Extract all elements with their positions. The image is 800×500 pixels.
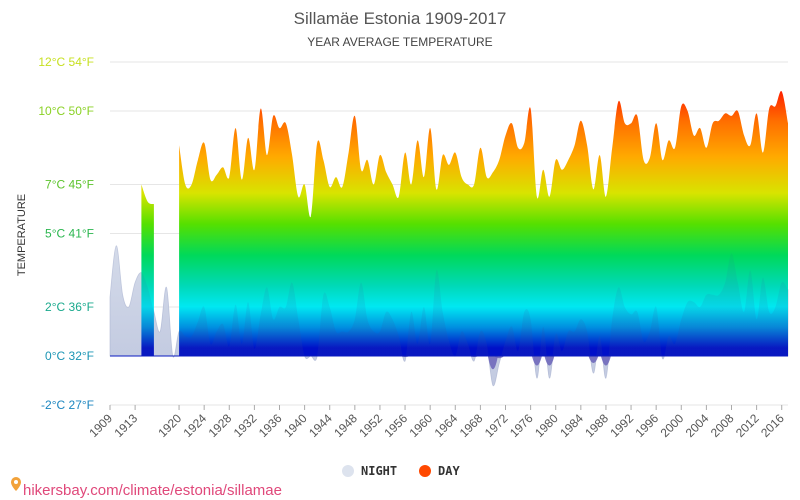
night-negative-dip	[544, 356, 555, 366]
night-negative-dip	[531, 356, 542, 366]
x-tick-label: 1940	[281, 411, 310, 440]
night-negative-dip	[487, 356, 498, 370]
chart-title: Sillamäe Estonia 1909-2017	[294, 9, 507, 28]
x-tick-label: 1948	[331, 411, 360, 440]
y-tick-label: 5°C 41°F	[45, 227, 94, 241]
x-tick-label: 1992	[607, 411, 636, 440]
y-tick-label: 10°C 50°F	[38, 104, 94, 118]
x-tick-label: 1909	[86, 411, 115, 440]
night-negative-dip	[588, 356, 599, 364]
x-tick-label: 1944	[306, 411, 335, 440]
source-credit[interactable]: hikersbay.com/climate/estonia/sillamae	[11, 477, 282, 499]
x-tick-label: 1988	[582, 411, 611, 440]
y-tick-label: 12°C 54°F	[38, 55, 94, 69]
legend-day-swatch	[419, 465, 431, 477]
day-area	[179, 91, 789, 357]
x-tick-label: 1952	[356, 411, 385, 440]
legend-night-label: NIGHT	[361, 464, 397, 478]
x-tick-label: 1964	[432, 411, 461, 440]
map-pin-dot	[14, 480, 18, 484]
night-negative-dip	[600, 356, 611, 366]
chart-subtitle: YEAR AVERAGE TEMPERATURE	[307, 35, 492, 49]
x-tick-label: 2008	[708, 411, 737, 440]
x-tick-label: 1996	[633, 411, 662, 440]
x-tick-label: 2000	[658, 411, 687, 440]
x-tick-label: 1913	[111, 411, 140, 440]
x-tick-label: 1932	[231, 411, 260, 440]
night-area	[110, 245, 788, 386]
x-tick-label: 1956	[381, 411, 410, 440]
y-tick-labels: 12°C 54°F 10°C 50°F 7°C 45°F 5°C 41°F 2°C 36…	[38, 55, 94, 412]
x-tick-label: 1980	[532, 411, 561, 440]
x-tick-label: 1984	[557, 411, 586, 440]
y-tick-label: 0°C 32°F	[45, 349, 94, 363]
y-axis-label: TEMPERATURE	[16, 194, 28, 276]
legend-day-label: DAY	[438, 464, 460, 478]
x-tick-label: 1924	[181, 411, 210, 440]
x-tick-label: 2016	[758, 411, 787, 440]
y-tick-label: 2°C 36°F	[45, 300, 94, 314]
x-tick-label: 1968	[457, 411, 486, 440]
x-tick-label: 1960	[407, 411, 436, 440]
source-link[interactable]: hikersbay.com/climate/estonia/sillamae	[23, 482, 282, 499]
x-tick-label: 1936	[256, 411, 285, 440]
series-areas	[109, 91, 789, 387]
x-tick-label: 1928	[206, 411, 235, 440]
y-tick-label: -2°C 27°F	[41, 398, 94, 412]
night-negative-dip	[494, 356, 505, 359]
legend: NIGHT DAY	[342, 464, 460, 478]
y-tick-label: 7°C 45°F	[45, 178, 94, 192]
x-tick-label: 2012	[733, 411, 762, 440]
legend-night-swatch	[342, 465, 354, 477]
x-tick-label: 2004	[683, 411, 712, 440]
x-tick-label: 1972	[482, 411, 511, 440]
x-tick-label: 1976	[507, 411, 536, 440]
x-tick-label: 1920	[155, 411, 184, 440]
